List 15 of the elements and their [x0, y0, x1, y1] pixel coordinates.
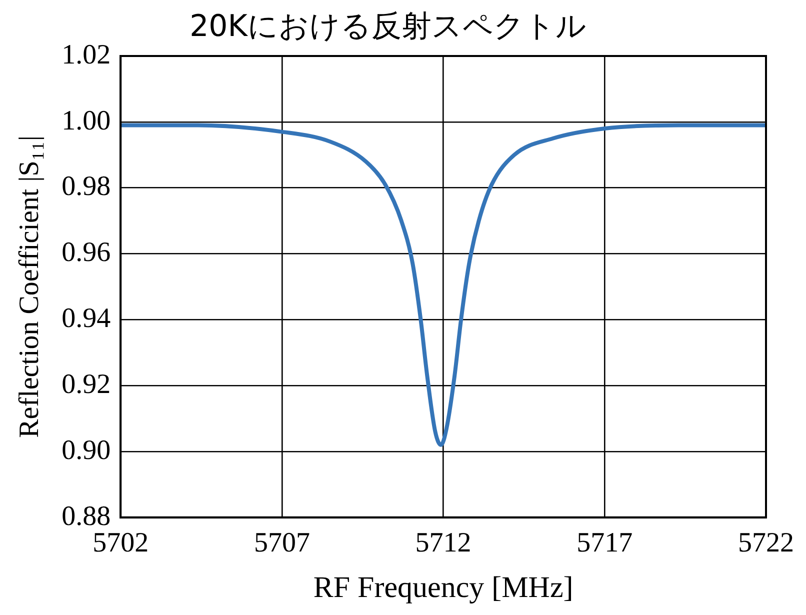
x-tick-label: 5707 — [254, 528, 310, 559]
y-tick-label: 0.96 — [62, 237, 111, 268]
y-tick-label: 0.90 — [62, 434, 111, 466]
y-axis-title: Reflection Coefficient |S₁₁| — [14, 136, 46, 438]
y-tick-label: 1.02 — [62, 39, 111, 70]
x-axis-title: RF Frequency [MHz] — [313, 570, 574, 604]
y-tick-label: 0.92 — [62, 368, 111, 400]
chart-title: 20Kにおける反射スペクトル — [190, 8, 586, 44]
y-tick-label: 0.94 — [62, 303, 111, 334]
y-tick-label: 1.00 — [62, 105, 111, 136]
y-tick-label: 0.98 — [62, 171, 111, 202]
x-tick-label: 5722 — [738, 528, 794, 559]
x-tick-label: 5717 — [576, 528, 633, 559]
line-series — [120, 123, 766, 447]
x-tick-label: 5712 — [415, 528, 472, 559]
